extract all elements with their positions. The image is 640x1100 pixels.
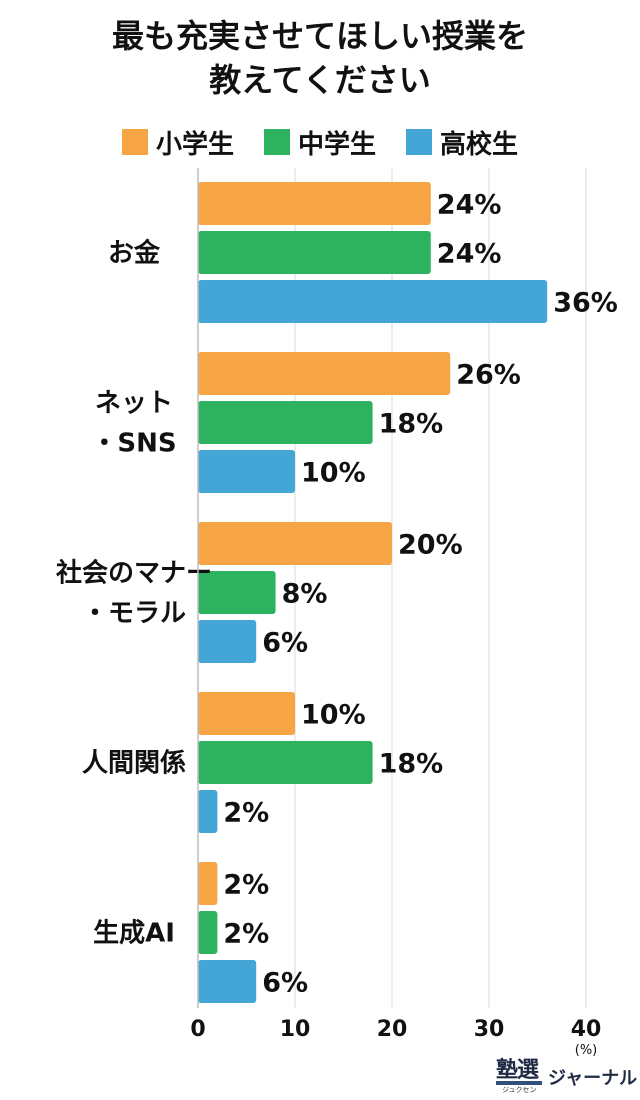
- value-label-high-school-3: 2%: [223, 798, 269, 829]
- value-label-junior-high-2: 8%: [282, 579, 328, 610]
- bar-high-school-2: [198, 620, 257, 663]
- x-tick-label-20: 20: [377, 1017, 408, 1042]
- legend-swatch-junior-high: [263, 129, 290, 155]
- bar-high-school-4: [198, 960, 257, 1003]
- logo-ruby-text: ジュクセン: [502, 1086, 537, 1094]
- value-label-elementary-2: 20%: [398, 530, 463, 561]
- value-label-high-school-0: 36%: [553, 288, 618, 319]
- legend-label-elementary: 小学生: [155, 129, 234, 160]
- category-label-2-line-0: 社会のマナー: [56, 558, 212, 589]
- logo-sub-text: ジャーナル: [548, 1068, 638, 1089]
- bar-junior-high-4: [198, 911, 218, 954]
- value-label-high-school-4: 6%: [262, 968, 308, 999]
- category-label-4-line-0: 生成AI: [93, 919, 175, 949]
- chart-title: 最も充実させてほしい授業を 教えてください: [0, 14, 640, 102]
- bar-junior-high-3: [198, 741, 373, 784]
- bar-high-school-3: [198, 790, 218, 833]
- x-tick-label-30: 30: [474, 1017, 505, 1042]
- x-tick-label-10: 10: [280, 1017, 311, 1042]
- category-label-1-line-0: ネット: [95, 389, 173, 419]
- bar-elementary-4: [198, 862, 218, 905]
- value-label-junior-high-4: 2%: [223, 919, 269, 950]
- bar-junior-high-1: [198, 401, 373, 444]
- value-label-high-school-2: 6%: [262, 628, 308, 659]
- title-line-1: 最も充実させてほしい授業を: [111, 17, 528, 55]
- value-label-elementary-3: 10%: [301, 700, 366, 731]
- legend-label-high-school: 高校生: [440, 129, 519, 160]
- legend-swatch-high-school: [406, 129, 432, 155]
- bar-elementary-1: [198, 352, 451, 395]
- bar-high-school-1: [198, 450, 295, 493]
- bar-junior-high-0: [198, 231, 431, 274]
- x-tick-label-40: 40: [571, 1017, 602, 1042]
- title-line-2: 教えてください: [209, 61, 431, 99]
- legend-item-high-school: 高校生: [406, 124, 518, 161]
- bar-junior-high-2: [198, 571, 276, 614]
- logo: 塾選 ジュクセン ジャーナル: [496, 1052, 637, 1096]
- legend-swatch-elementary: [121, 129, 148, 155]
- category-label-1-line-1: ・SNS: [91, 429, 176, 459]
- bar-elementary-0: [198, 182, 431, 225]
- logo-main-text: 塾選: [496, 1058, 539, 1083]
- category-label-2-line-1: ・モラル: [82, 599, 186, 629]
- category-label-3-line-0: 人間関係: [82, 749, 186, 779]
- value-label-elementary-1: 26%: [456, 360, 521, 391]
- x-tick-label-0: 0: [190, 1017, 205, 1042]
- legend-item-elementary: 小学生: [121, 124, 234, 161]
- value-label-high-school-1: 10%: [301, 458, 366, 489]
- value-label-junior-high-1: 18%: [379, 409, 444, 440]
- legend-label-junior-high: 中学生: [297, 129, 376, 160]
- value-label-elementary-0: 24%: [437, 190, 502, 221]
- category-label-0-line-0: お金: [108, 238, 161, 269]
- x-axis-unit: (%): [575, 1043, 598, 1058]
- logo-underline: [496, 1081, 542, 1085]
- value-label-junior-high-0: 24%: [437, 239, 502, 270]
- bar-elementary-3: [198, 692, 295, 735]
- value-label-junior-high-3: 18%: [379, 749, 444, 780]
- value-label-elementary-4: 2%: [223, 870, 269, 901]
- bar-elementary-2: [198, 522, 392, 565]
- bar-high-school-0: [198, 280, 548, 323]
- legend: 小学生 中学生 高校生: [0, 124, 640, 160]
- legend-item-junior-high: 中学生: [263, 124, 376, 161]
